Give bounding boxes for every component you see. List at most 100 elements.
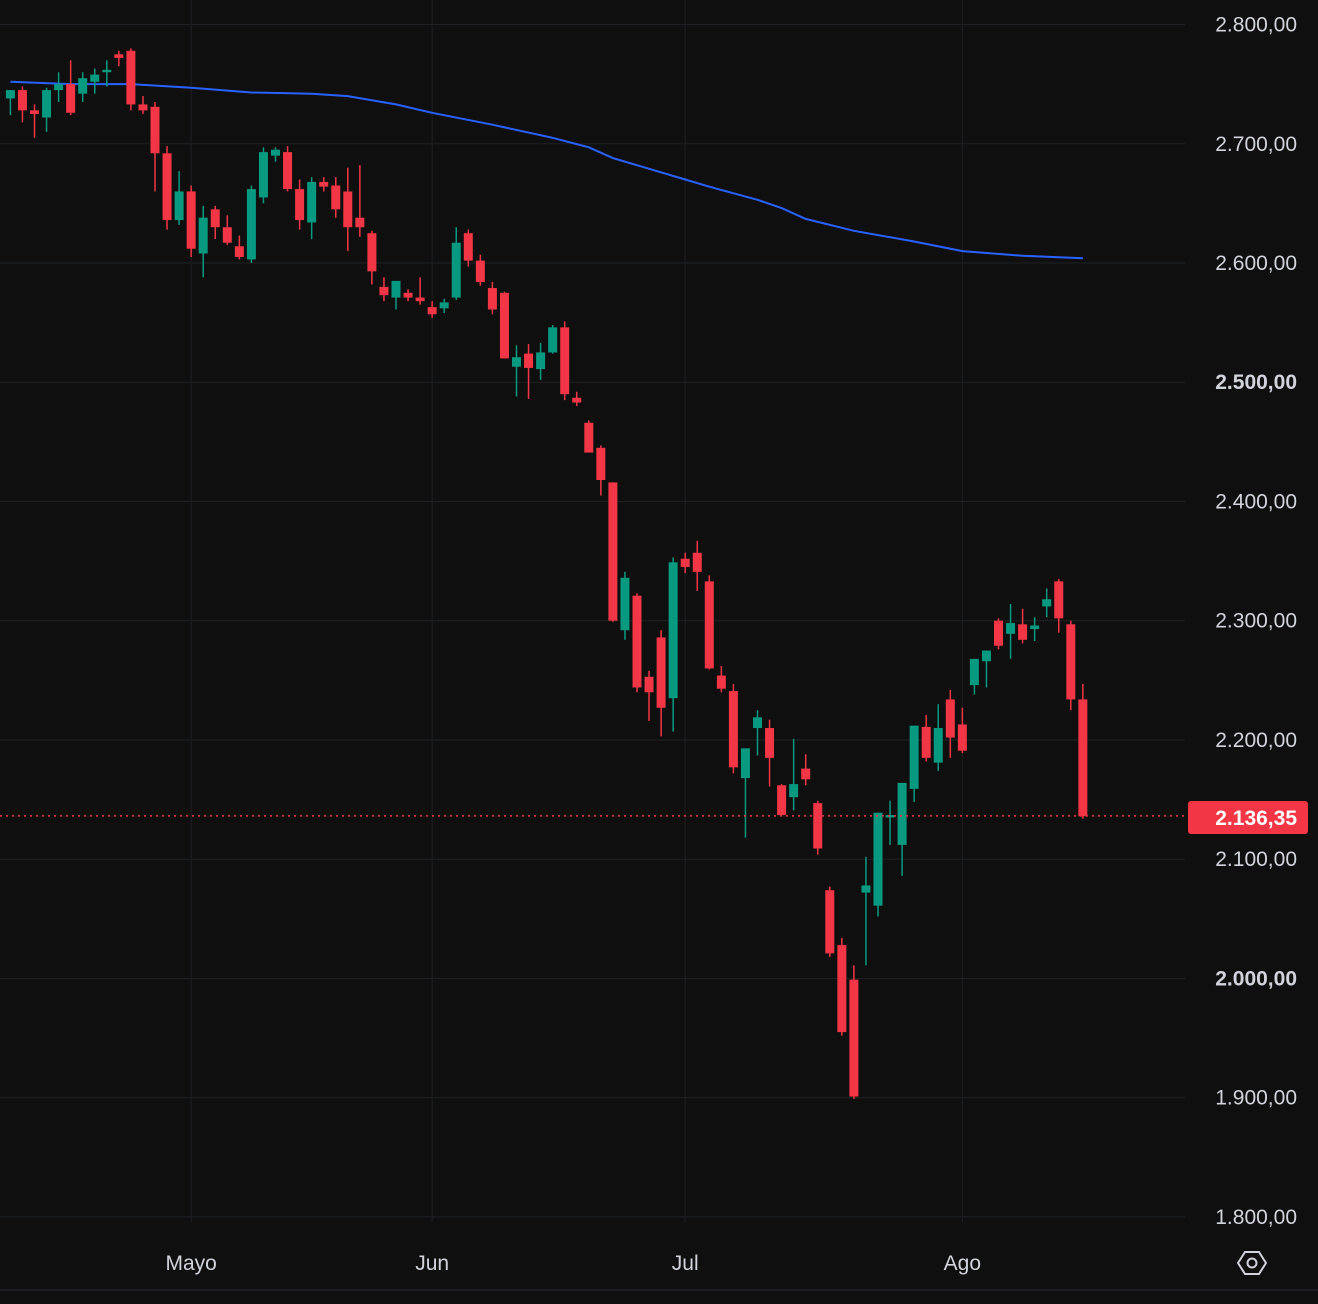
candle bbox=[728, 683, 738, 774]
candle bbox=[379, 277, 389, 302]
candle-body bbox=[174, 191, 184, 221]
candle bbox=[644, 670, 654, 721]
candle bbox=[150, 102, 160, 192]
candle-body bbox=[548, 327, 558, 353]
candle-body bbox=[271, 149, 280, 156]
candle bbox=[427, 301, 437, 318]
candle-body bbox=[1078, 699, 1088, 817]
candle-body bbox=[319, 181, 329, 187]
candle-body bbox=[668, 562, 678, 699]
time-axis[interactable]: Mayo Jun Jul Ago bbox=[165, 1252, 981, 1275]
candle bbox=[367, 230, 377, 285]
candle bbox=[463, 229, 473, 267]
candle bbox=[692, 540, 702, 591]
candle bbox=[945, 689, 955, 758]
candle bbox=[66, 60, 76, 116]
candle bbox=[873, 812, 883, 917]
candle-body bbox=[258, 152, 268, 198]
candle-body bbox=[475, 260, 485, 283]
y-tick-label: 2.000,00 bbox=[1215, 967, 1297, 990]
candle-body bbox=[463, 233, 473, 261]
candle-body bbox=[753, 717, 762, 729]
candle bbox=[1078, 683, 1088, 819]
candle bbox=[78, 72, 88, 103]
candle-body bbox=[560, 327, 570, 395]
candle bbox=[596, 445, 606, 496]
candle bbox=[42, 87, 52, 132]
candle-body bbox=[704, 581, 714, 669]
candle-body bbox=[885, 815, 895, 818]
candle-body bbox=[403, 292, 413, 298]
candle bbox=[162, 146, 172, 230]
candle-body bbox=[283, 152, 293, 190]
y-tick-label: 2.600,00 bbox=[1215, 252, 1297, 275]
candle bbox=[512, 345, 521, 397]
candle bbox=[90, 68, 100, 94]
candle-body bbox=[222, 227, 232, 243]
candle bbox=[415, 277, 425, 305]
candle-body bbox=[210, 209, 220, 228]
candle bbox=[1054, 578, 1064, 633]
candle-body bbox=[524, 353, 534, 368]
candle bbox=[1030, 617, 1040, 641]
candle bbox=[584, 420, 594, 453]
candle-body bbox=[295, 189, 305, 221]
candle bbox=[921, 714, 931, 762]
chart-settings-button[interactable] bbox=[1234, 1245, 1270, 1281]
candle-body bbox=[30, 110, 39, 114]
candle bbox=[813, 800, 823, 855]
candle-body bbox=[1042, 599, 1052, 607]
candle-body bbox=[487, 288, 497, 310]
candle bbox=[801, 754, 811, 786]
candle bbox=[439, 298, 449, 314]
candle bbox=[716, 666, 726, 693]
candle-body bbox=[54, 84, 64, 91]
candle bbox=[319, 177, 329, 192]
candle bbox=[283, 146, 293, 192]
candle bbox=[102, 60, 112, 87]
y-tick-label: 2.500,00 bbox=[1215, 371, 1297, 394]
candle-body bbox=[246, 189, 256, 260]
y-tick-label: 2.800,00 bbox=[1215, 14, 1297, 37]
candle-body bbox=[608, 482, 618, 621]
candle-body bbox=[777, 785, 787, 816]
candle bbox=[1006, 604, 1016, 659]
candle-body bbox=[740, 748, 750, 779]
candle-body bbox=[5, 90, 15, 99]
price-axis[interactable]: 2.800,00 2.700,00 2.600,00 2.500,00 2.400,00… bbox=[1215, 14, 1297, 1229]
last-price-tag-bg bbox=[1188, 801, 1308, 834]
candle bbox=[885, 800, 895, 845]
candle bbox=[524, 344, 534, 399]
candle-body bbox=[1018, 624, 1028, 640]
candle-body bbox=[873, 812, 883, 906]
candle-body bbox=[331, 185, 341, 210]
candle-body bbox=[861, 885, 871, 893]
candle-body bbox=[198, 217, 208, 254]
candle-body bbox=[234, 246, 244, 258]
candle-body bbox=[596, 447, 606, 481]
candle bbox=[957, 707, 967, 754]
y-tick-label: 2.100,00 bbox=[1215, 848, 1297, 871]
candle-body bbox=[801, 768, 811, 780]
candle bbox=[861, 856, 871, 966]
candle bbox=[849, 965, 859, 1099]
candle-body bbox=[933, 728, 943, 763]
candle-body bbox=[307, 181, 317, 223]
last-price-tag-label: 2.136,35 bbox=[1215, 807, 1297, 830]
candle bbox=[536, 342, 546, 380]
candle-body bbox=[957, 724, 967, 751]
candle bbox=[5, 90, 15, 116]
candle bbox=[909, 725, 919, 802]
candle bbox=[355, 165, 365, 237]
y-tick-label: 2.700,00 bbox=[1215, 133, 1297, 156]
candlestick-series bbox=[5, 48, 1088, 1099]
candle bbox=[451, 227, 461, 300]
candle-body bbox=[921, 726, 931, 758]
candle bbox=[632, 593, 642, 693]
grid-lines bbox=[0, 0, 1185, 1222]
candle-body bbox=[1006, 623, 1016, 634]
x-tick-label: Jun bbox=[415, 1252, 449, 1275]
candle bbox=[668, 557, 678, 732]
candle bbox=[994, 618, 1003, 650]
